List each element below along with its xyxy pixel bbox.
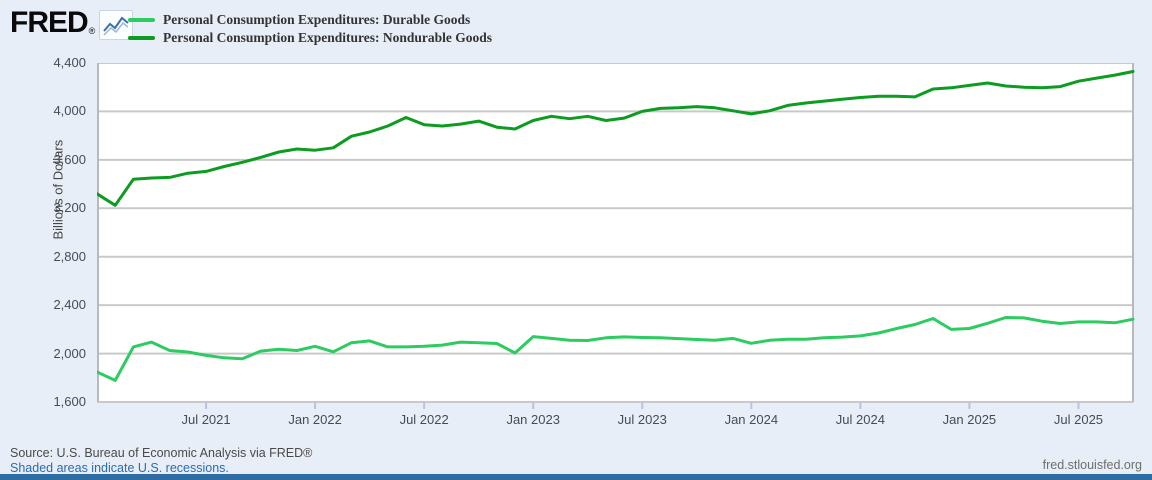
y-tick-label: 2,400 [53, 297, 86, 313]
x-tick-label: Jul 2021 [181, 412, 231, 427]
legend-label-durable: Personal Consumption Expenditures: Durab… [163, 12, 471, 27]
y-tick-label: 2,000 [53, 345, 86, 361]
fred-logo: FRED ® [10, 6, 134, 40]
x-tick-label: Jul 2022 [399, 412, 449, 427]
legend-item-durable: Personal Consumption Expenditures: Durab… [128, 11, 492, 29]
x-tick-label: Jan 2025 [942, 412, 997, 427]
source-text: Source: U.S. Bureau of Economic Analysis… [10, 446, 313, 460]
y-tick-label: 4,400 [53, 55, 86, 70]
series-line-nondurable-goods [97, 70, 1135, 207]
plot-area [97, 63, 1135, 409]
x-tick-label: Jan 2022 [288, 412, 342, 427]
y-tick-label: 2,800 [53, 248, 86, 264]
bottom-bar [0, 474, 1152, 480]
y-tick-label: 3,600 [53, 151, 86, 167]
x-tick-label: Jul 2025 [1053, 412, 1104, 427]
sparkline-chart-icon [99, 10, 134, 40]
plot-background [97, 63, 1133, 402]
x-tick-label: Jan 2024 [724, 412, 779, 427]
series-line-durable-goods [97, 316, 1135, 382]
site-url: fred.stlouisfed.org [1042, 458, 1142, 472]
y-tick-label: 3,200 [53, 200, 86, 216]
x-tick-label: Jul 2024 [835, 412, 885, 427]
y-tick-label: 1,600 [53, 394, 86, 409]
legend-label-nondurable: Personal Consumption Expenditures: Nondu… [163, 30, 493, 45]
x-tick-label: Jan 2023 [506, 412, 560, 427]
legend-swatch-nondurable [128, 36, 155, 40]
legend-swatch-durable [128, 18, 155, 22]
fred-logo-text: FRED [10, 6, 89, 39]
recession-note-link[interactable]: Shaded areas indicate U.S. recessions. [10, 461, 229, 475]
x-tick-label: Jul 2023 [617, 412, 667, 427]
legend: Personal Consumption Expenditures: Durab… [128, 11, 492, 47]
registered-mark-icon: ® [88, 26, 96, 36]
y-tick-label: 4,000 [53, 103, 86, 119]
legend-item-nondurable: Personal Consumption Expenditures: Nondu… [128, 29, 492, 47]
